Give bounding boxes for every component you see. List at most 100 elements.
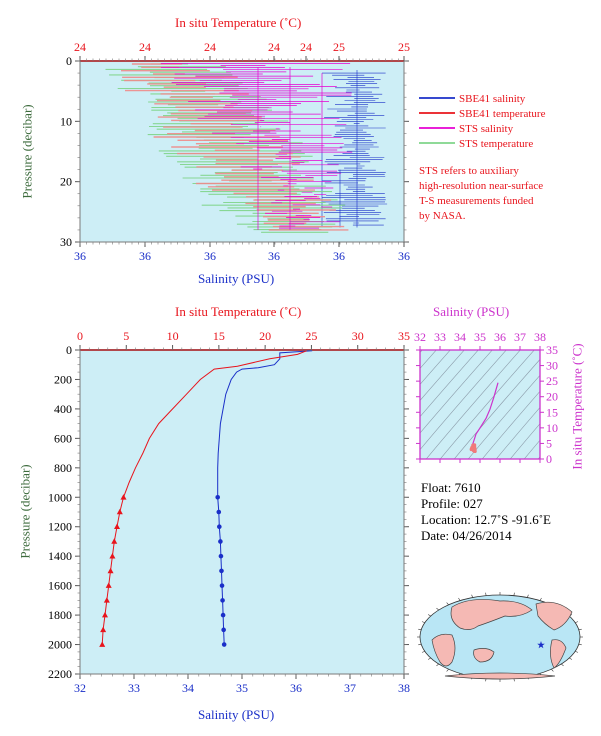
- temperature-point: [99, 641, 106, 647]
- salinity-point: [218, 553, 224, 559]
- temperature-point: [100, 626, 107, 633]
- salinity-profile-line: [217, 350, 313, 645]
- main-temperature-tick-label: 30: [352, 329, 364, 343]
- main-salinity-tick-label: 34: [182, 681, 194, 695]
- top-panel-temperature-axis-label: In situ Temperature (˚C): [175, 15, 302, 30]
- ts-temperature-axis-label: In situ Temperature (˚C): [569, 343, 585, 470]
- map-edge-tick: [539, 597, 542, 601]
- main-panel-temperature-axis-label: In situ Temperature (˚C): [175, 304, 302, 319]
- salinity-point: [221, 642, 227, 647]
- world-map: [417, 592, 583, 682]
- temperature-point: [116, 508, 123, 515]
- legend-sts-salinity: STS salinity: [459, 123, 514, 135]
- near-surface-panel: 24 24 24 24 24 25 25 36 36 36 36 36 36 0 10 20 30: [60, 40, 455, 263]
- top-temperature-tick-label: 24: [204, 40, 216, 54]
- top-salinity-tick-label: 36: [398, 249, 410, 263]
- main-pressure-tick-label: 1600: [48, 579, 72, 593]
- top-salinity-tick-label: 36: [333, 249, 345, 263]
- map-edge-tick: [436, 607, 439, 611]
- main-salinity-tick-label: 38: [398, 681, 410, 695]
- ts-temperature-tick-label: 15: [546, 405, 558, 419]
- temperature-point: [111, 538, 118, 544]
- main-salinity-tick-label: 33: [128, 681, 140, 695]
- map-edge-tick: [421, 621, 425, 623]
- map-landmass: [450, 599, 533, 630]
- top-temperature-tick-label: 24: [268, 40, 280, 54]
- near-surface-frame: [79, 60, 405, 243]
- ts-temperature-tick-label: 30: [546, 359, 558, 373]
- salinity-point: [221, 627, 226, 633]
- main-temperature-tick-label: 25: [305, 329, 317, 343]
- density-contour: [420, 350, 423, 354]
- main-pressure-tick-label: 2000: [48, 638, 72, 652]
- ts-plot-background: [420, 350, 540, 459]
- float-location: Location: 12.7˚S -91.6˚E: [421, 512, 551, 527]
- ts-salinity-tick-label: 34: [454, 330, 466, 344]
- map-edge-tick: [427, 614, 431, 617]
- ts-salinity-tick-label: 38: [534, 330, 546, 344]
- density-contour: [467, 374, 540, 459]
- main-pressure-tick-label: 1400: [48, 549, 72, 563]
- ts-temperature-tick-label: 10: [546, 421, 558, 435]
- map-landmass: [473, 648, 495, 663]
- main-temperature-tick-label: 10: [167, 329, 179, 343]
- density-contour: [420, 350, 465, 401]
- temperature-point: [107, 567, 114, 574]
- main-temperature-tick-label: 0: [77, 329, 83, 343]
- top-temperature-tick-label: 24: [139, 40, 151, 54]
- main-salinity-tick-label: 35: [236, 681, 248, 695]
- map-landmass: [535, 601, 573, 631]
- map-edge-tick: [446, 668, 449, 672]
- ts-salinity-tick-label: 32: [414, 330, 426, 344]
- profile-date: Date: 04/26/2014: [421, 528, 512, 543]
- salinity-point: [217, 524, 222, 530]
- main-salinity-tick-label: 32: [74, 681, 86, 695]
- top-temperature-tick-label: 25: [333, 40, 345, 54]
- map-edge-tick: [527, 594, 529, 598]
- main-temperature-tick-label: 35: [398, 329, 410, 343]
- salinity-point: [219, 568, 224, 574]
- full-depth-plot-background: [80, 350, 404, 674]
- map-edge-tick: [551, 668, 554, 672]
- salinity-point: [215, 494, 220, 500]
- map-edge-tick: [421, 651, 425, 653]
- density-contours: [420, 350, 540, 459]
- density-contour: [420, 350, 507, 451]
- map-edge-tick: [418, 628, 422, 631]
- main-pressure-tick-label: 2200: [48, 667, 72, 681]
- density-contour: [420, 350, 493, 434]
- temperature-point: [103, 597, 110, 603]
- temperature-point: [120, 494, 127, 500]
- main-pressure-tick-label: 200: [54, 372, 72, 386]
- density-contour: [420, 350, 451, 385]
- map-edge-tick: [485, 592, 487, 596]
- map-landmass: [431, 633, 456, 667]
- ts-salinity-tick-label: 33: [434, 330, 446, 344]
- map-edge-tick: [569, 657, 573, 660]
- temperature-point: [105, 582, 112, 588]
- density-contour: [537, 456, 540, 459]
- top-temperature-tick-label: 24: [300, 40, 312, 54]
- map-edge-tick: [436, 663, 439, 667]
- main-pressure-tick-label: 1000: [48, 490, 72, 504]
- main-temperature-tick-label: 15: [213, 329, 225, 343]
- top-pressure-tick-label: 10: [60, 114, 72, 128]
- top-pressure-tick-label: 20: [60, 175, 72, 189]
- main-panel-salinity-axis-label: Salinity (PSU): [198, 707, 275, 722]
- salinity-point: [220, 598, 225, 603]
- map-edge-tick: [575, 651, 579, 653]
- main-temperature-tick-label: 20: [259, 329, 271, 343]
- density-contour: [425, 350, 521, 459]
- map-edge-tick: [561, 663, 564, 667]
- map-edge-tick: [578, 628, 582, 631]
- salinity-point: [219, 583, 225, 588]
- legend-sts-temperature: STS temperature: [459, 138, 534, 150]
- ts-temperature-tick-label: 35: [546, 343, 558, 357]
- profile-number: Profile: 027: [421, 496, 483, 511]
- density-contour: [509, 423, 540, 459]
- density-contour: [420, 350, 479, 418]
- ts-temperature-tick-label: 0: [546, 452, 552, 466]
- main-pressure-tick-label: 1800: [48, 608, 72, 622]
- map-edge-tick: [446, 602, 449, 606]
